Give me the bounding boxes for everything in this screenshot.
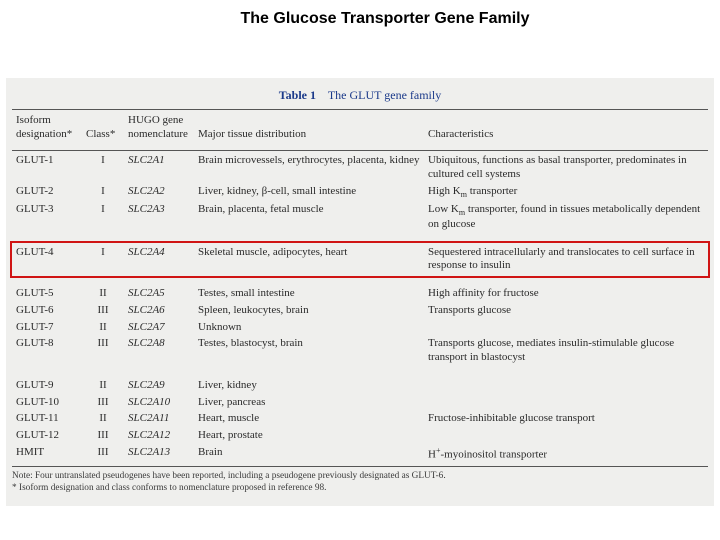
table-cell: Sequestered intracellularly and transloc…: [424, 244, 708, 275]
table-cell: SLC2A6: [124, 302, 194, 319]
table-cell: SLC2A4: [124, 244, 194, 275]
rule-bottom: [12, 466, 708, 467]
table-row: GLUT-11IISLC2A11Heart, muscleFructose-in…: [12, 411, 708, 428]
table-cell: SLC2A1: [124, 153, 194, 184]
page: The Glucose Transporter Gene Family Tabl…: [0, 0, 720, 540]
col-class: Class*: [82, 112, 124, 148]
table-cell: III: [82, 336, 124, 367]
table-cell: III: [82, 428, 124, 445]
table-row: GLUT-12IIISLC2A12Heart, prostate: [12, 428, 708, 445]
table-row: GLUT-10IIISLC2A10Liver, pancreas: [12, 394, 708, 411]
table-cell: Low Km transporter, found in tissues met…: [424, 201, 708, 233]
table-cell: [424, 428, 708, 445]
table-footnotes: Note: Four untranslated pseudogenes have…: [12, 471, 708, 495]
table-cell: SLC2A7: [124, 319, 194, 336]
table-cell: GLUT-4: [12, 244, 82, 275]
table-row: GLUT-2ISLC2A2Liver, kidney, β-cell, smal…: [12, 183, 708, 201]
table-cell: I: [82, 201, 124, 233]
glut-table: Isoform designation* Class* HUGO gene no…: [12, 112, 708, 464]
table-cell: Brain microvessels, erythrocytes, placen…: [194, 153, 424, 184]
table-cell: III: [82, 394, 124, 411]
footnote-line: Note: Four untranslated pseudogenes have…: [12, 471, 708, 483]
table-cell: Liver, pancreas: [194, 394, 424, 411]
table-cell: SLC2A3: [124, 201, 194, 233]
table-cell: GLUT-11: [12, 411, 82, 428]
table-row: GLUT-7IISLC2A7Unknown: [12, 319, 708, 336]
table-cell: GLUT-10: [12, 394, 82, 411]
table-cell: GLUT-7: [12, 319, 82, 336]
table-head: Isoform designation* Class* HUGO gene no…: [12, 112, 708, 148]
table-cell: Liver, kidney, β-cell, small intestine: [194, 183, 424, 201]
footnote-line: * Isoform designation and class conforms…: [12, 483, 708, 495]
table-cell: II: [82, 286, 124, 303]
table-cell: GLUT-8: [12, 336, 82, 367]
table-cell: Skeletal muscle, adipocytes, heart: [194, 244, 424, 275]
col-hugo: HUGO gene nomenclature: [124, 112, 194, 148]
table-cell: High Km transporter: [424, 183, 708, 201]
table-cell: SLC2A9: [124, 377, 194, 394]
table-row: GLUT-4ISLC2A4Skeletal muscle, adipocytes…: [12, 244, 708, 275]
table-cell: HMIT: [12, 444, 82, 463]
table-cell: GLUT-2: [12, 183, 82, 201]
table-body: GLUT-1ISLC2A1Brain microvessels, erythro…: [12, 148, 708, 464]
table-cell: [424, 319, 708, 336]
table-cell: I: [82, 183, 124, 201]
table-cell: [424, 377, 708, 394]
scanned-table-region: Table 1 The GLUT gene family Isoform des…: [6, 78, 714, 506]
table-cell: GLUT-5: [12, 286, 82, 303]
table-cell: II: [82, 377, 124, 394]
table-row: GLUT-8IIISLC2A8Testes, blastocyst, brain…: [12, 336, 708, 367]
table-cell: SLC2A13: [124, 444, 194, 463]
table-cell: GLUT-1: [12, 153, 82, 184]
table-cell: Unknown: [194, 319, 424, 336]
table-cell: GLUT-12: [12, 428, 82, 445]
table-cell: Transports glucose, mediates insulin-sti…: [424, 336, 708, 367]
table-row: GLUT-3ISLC2A3Brain, placenta, fetal musc…: [12, 201, 708, 233]
table-cell: Transports glucose: [424, 302, 708, 319]
table-cell: Heart, prostate: [194, 428, 424, 445]
table-cell: Testes, blastocyst, brain: [194, 336, 424, 367]
table-cell: Brain, placenta, fetal muscle: [194, 201, 424, 233]
col-char: Characteristics: [424, 112, 708, 148]
table-cell: I: [82, 153, 124, 184]
table-row: HMITIIISLC2A13BrainH+-myoinositol transp…: [12, 444, 708, 463]
table-cell: III: [82, 444, 124, 463]
table-cell: H+-myoinositol transporter: [424, 444, 708, 463]
table-cell: SLC2A8: [124, 336, 194, 367]
table-cell: Brain: [194, 444, 424, 463]
table-cell: Testes, small intestine: [194, 286, 424, 303]
table-cell: GLUT-6: [12, 302, 82, 319]
table-cell: Spleen, leukocytes, brain: [194, 302, 424, 319]
table-cell: Liver, kidney: [194, 377, 424, 394]
table-row: GLUT-9IISLC2A9Liver, kidney: [12, 377, 708, 394]
table-cell: SLC2A12: [124, 428, 194, 445]
table-row: GLUT-1ISLC2A1Brain microvessels, erythro…: [12, 153, 708, 184]
table-cell: GLUT-9: [12, 377, 82, 394]
page-title: The Glucose Transporter Gene Family: [0, 10, 720, 28]
table-row: GLUT-5IISLC2A5Testes, small intestineHig…: [12, 286, 708, 303]
table-row: GLUT-6IIISLC2A6Spleen, leukocytes, brain…: [12, 302, 708, 319]
table-caption-text: The GLUT gene family: [328, 88, 441, 102]
table-caption: Table 1 The GLUT gene family: [12, 88, 708, 103]
col-isoform: Isoform designation*: [12, 112, 82, 148]
table-cell: GLUT-3: [12, 201, 82, 233]
table-cell: Ubiquitous, functions as basal transport…: [424, 153, 708, 184]
table-cell: Heart, muscle: [194, 411, 424, 428]
table-cell: II: [82, 319, 124, 336]
table-cell: SLC2A2: [124, 183, 194, 201]
table-cell: SLC2A11: [124, 411, 194, 428]
rule-top: [12, 109, 708, 110]
table-cell: High affinity for fructose: [424, 286, 708, 303]
table-caption-label: Table 1: [279, 88, 316, 102]
table-cell: SLC2A5: [124, 286, 194, 303]
table-cell: II: [82, 411, 124, 428]
table-cell: III: [82, 302, 124, 319]
table-cell: [424, 394, 708, 411]
table-cell: I: [82, 244, 124, 275]
col-tissue: Major tissue distribution: [194, 112, 424, 148]
table-cell: Fructose-inhibitable glucose transport: [424, 411, 708, 428]
table-cell: SLC2A10: [124, 394, 194, 411]
